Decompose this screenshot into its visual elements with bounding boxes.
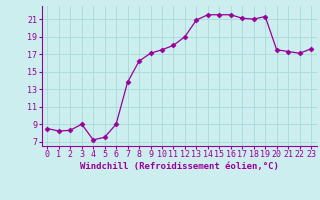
X-axis label: Windchill (Refroidissement éolien,°C): Windchill (Refroidissement éolien,°C) (80, 162, 279, 171)
